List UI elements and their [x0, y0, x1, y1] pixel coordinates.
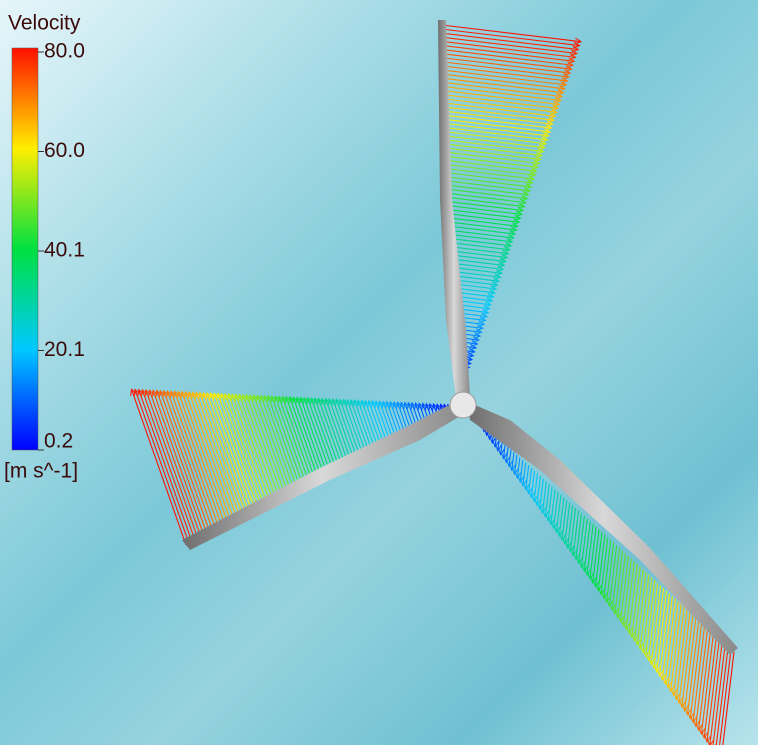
viewport: Velocity 80.0 60.0 40.1 20.1 0.2 [m s^-1] [0, 0, 758, 745]
legend-unit: [m s^-1] [4, 460, 78, 483]
legend-tick-label: 20.1 [44, 338, 85, 361]
background [0, 0, 758, 745]
legend-tick-label: 0.2 [44, 430, 73, 453]
color-bar [12, 48, 38, 450]
hub [450, 392, 476, 418]
legend-tick-label: 60.0 [44, 139, 85, 162]
legend-title: Velocity [8, 12, 81, 35]
legend-tick-label: 80.0 [44, 40, 85, 63]
legend-tick-label: 40.1 [44, 239, 85, 262]
